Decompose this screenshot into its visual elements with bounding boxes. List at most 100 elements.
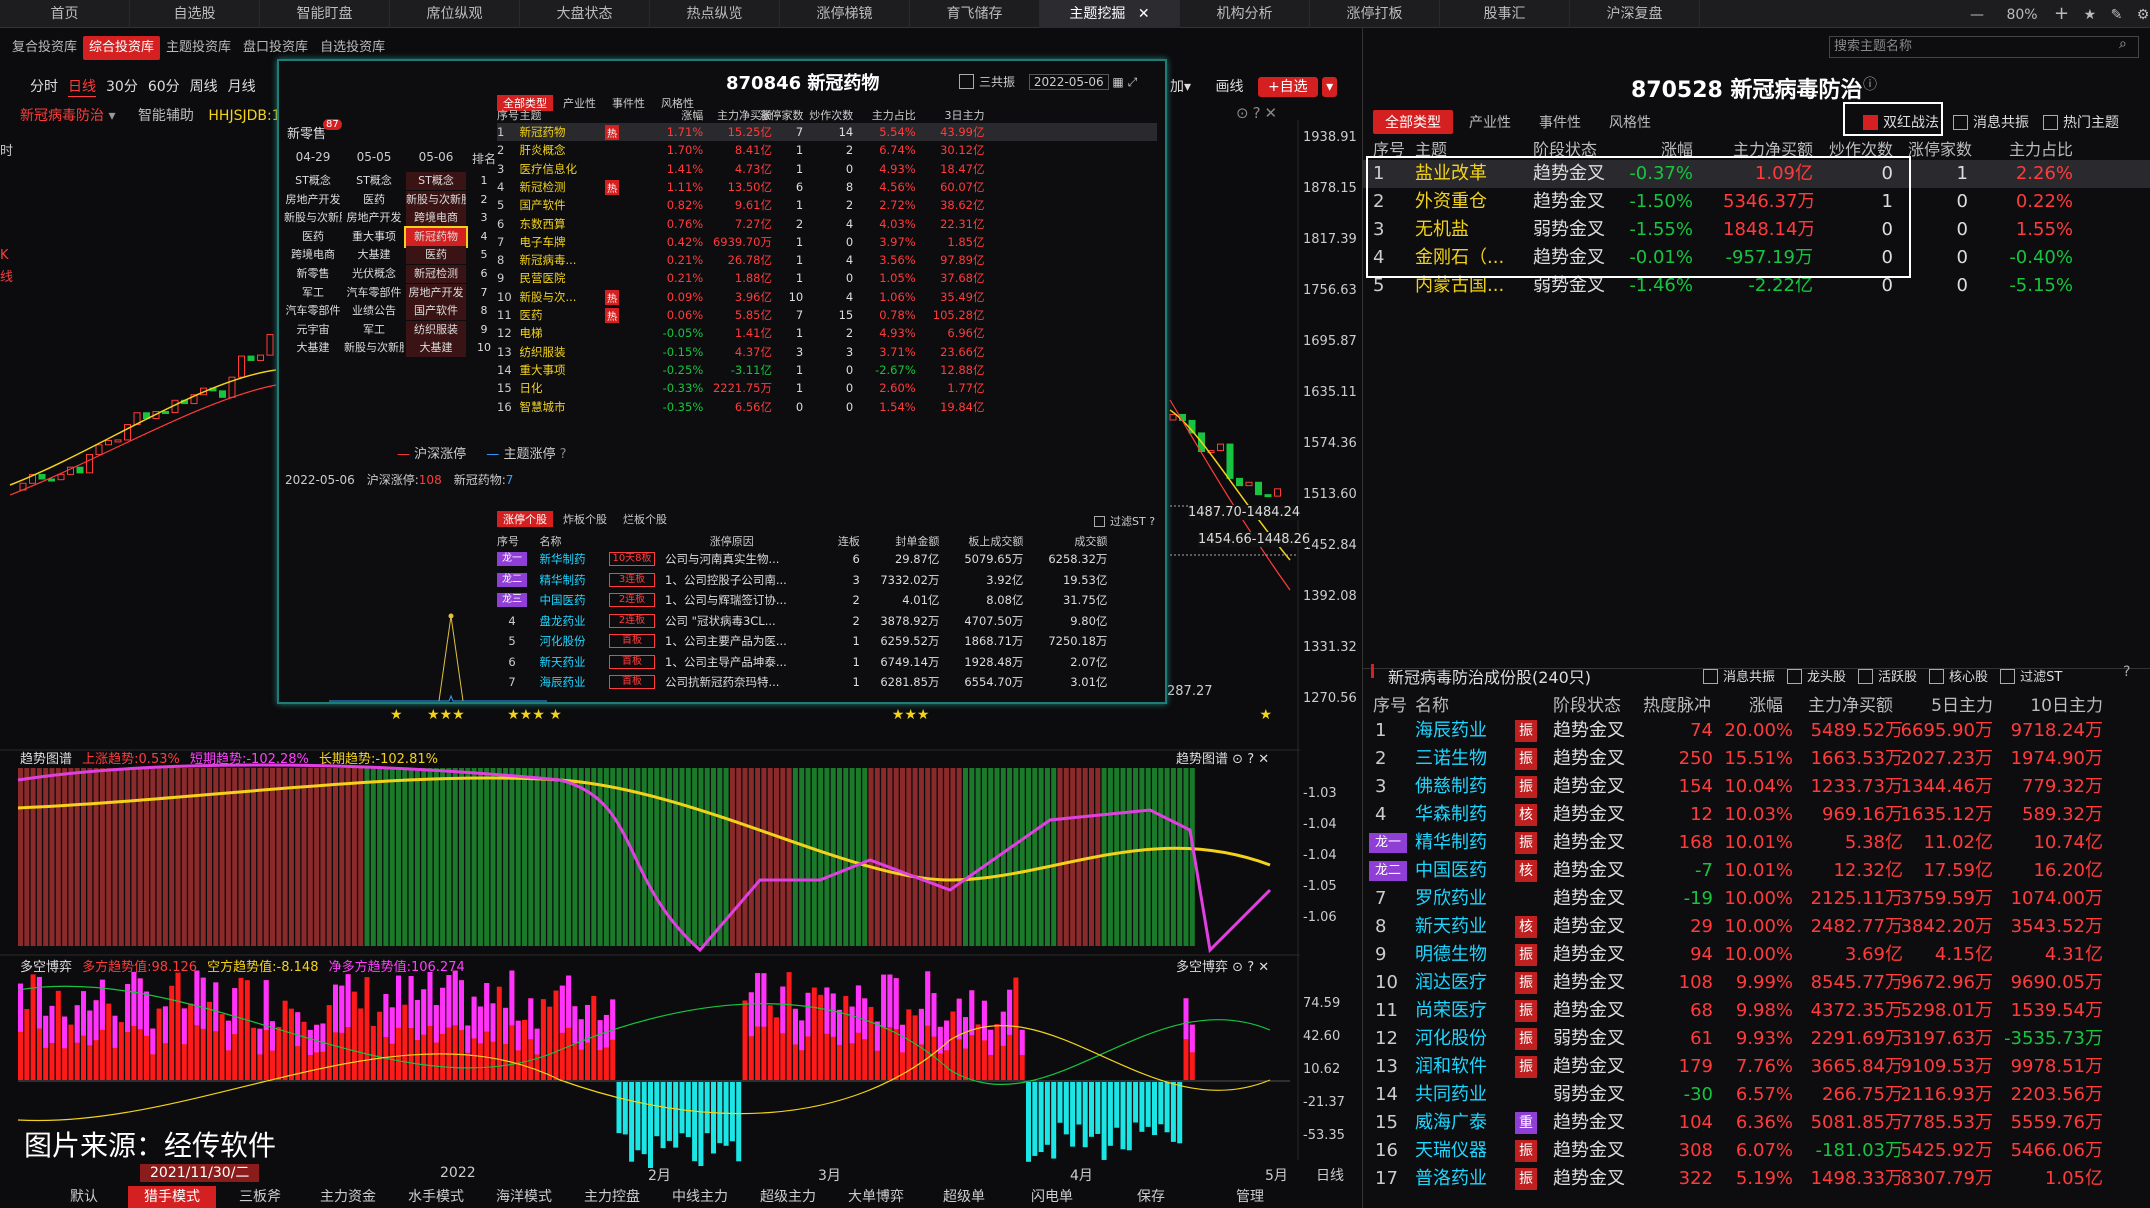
close-icon[interactable]: ✕ [1258,960,1270,975]
add-watchlist-button[interactable]: +自选 [1257,77,1318,97]
cons-row[interactable]: 13 润和软件 振趋势金叉 179 7.76% 3665.84万 9109.53万 9978.… [1363,1053,2150,1081]
info-icon[interactable]: ⓘ [1863,77,1877,93]
help-icon[interactable]: ? [1252,104,1261,122]
plus-icon[interactable]: + [2054,3,2070,24]
caret-down-icon[interactable]: ▾ [108,108,116,124]
popup-theme-row[interactable]: 2 肝炎概念 1.70% 8.41亿 1 2 6.74% 30.12亿 [497,141,1157,159]
pen-icon[interactable]: ✎ [2110,7,2123,23]
stock-row[interactable]: 龙一 新华制药 10天8板 公司与河南真实生物... 6 29.87亿 5079.65万 62… [497,549,1167,569]
cons-check-box[interactable] [1787,669,1803,684]
right-check-box[interactable] [1863,114,1878,130]
rank-cell[interactable]: 医药 [406,246,466,265]
close-icon[interactable]: ✕ [1264,104,1278,122]
popup-tab[interactable]: 风格性 [661,97,694,110]
cons-row[interactable]: 12 河化股份 振弱势金叉 61 9.93% 2291.69万 3197.63万 -3535.… [1363,1025,2150,1053]
popup-theme-row[interactable]: 5 国产软件 0.82% 9.61亿 1 2 2.72% 38.62亿 [497,196,1157,214]
star-icon[interactable]: ★ [2083,7,2097,23]
right-theme-row[interactable]: 3 无机盐 弱势金叉 -1.55% 1848.14万 0 0 1.55% [1363,216,2150,244]
sub-tab[interactable]: 盘口投资库 [243,40,309,55]
minimize-icon[interactable]: — [1970,7,1984,23]
cons-check-box[interactable] [1858,669,1874,684]
stock-row[interactable]: 龙三 中国医药 2连板 1、公司与辉瑞签订协... 2 4.01亿 8.08亿 31.75亿 [497,590,1167,610]
cons-row[interactable]: 9 明德生物 振趋势金叉 94 10.00% 3.69亿 4.15亿 4.31亿 [1363,941,2150,969]
right-tab[interactable]: 产业性 [1469,115,1511,131]
cons-row[interactable]: 1 海辰药业 振趋势金叉 74 20.00% 5489.52万 6695.90万 9718.2… [1363,717,2150,745]
rank-cell[interactable]: 跨境电商 [291,248,335,262]
cons-row[interactable]: 11 尚荣医疗 振趋势金叉 68 9.98% 4372.35万 5298.01万 1539.5… [1363,997,2150,1025]
rank-cell[interactable]: 光伏概念 [352,267,396,280]
popup-theme-row[interactable]: 1 新冠药物 1.71% 15.25亿 7 14 5.54% 43.99亿 热 [497,123,1157,141]
cons-row[interactable]: 8 新天药业 核趋势金叉 29 10.00% 2482.77万 3842.20万 3543.5… [1363,913,2150,941]
sub-tab[interactable]: 复合投资库 [12,40,78,55]
calendar-icon[interactable]: ▦ [1112,75,1124,89]
popup-theme-row[interactable]: 3 医疗信息化 1.41% 4.73亿 1 0 4.93% 18.47亿 [497,160,1157,178]
top-tab[interactable]: 席位纵观 [390,0,520,28]
period-tab[interactable]: 月线 [227,79,256,95]
theme-search-input[interactable]: 搜索主题名称 [1829,36,2139,58]
rank-cell[interactable]: 房地产开发 [285,192,341,206]
resonance-checkbox[interactable] [959,74,974,89]
bottom-tab[interactable]: 三板斧 [239,1189,281,1205]
cons-row[interactable]: 17 普洛药业 振趋势金叉 322 5.19% 1498.33万 8307.79万 1.05亿 [1363,1165,2150,1193]
right-check-box[interactable] [2043,114,2058,130]
right-theme-row[interactable]: 5 内蒙古国... 弱势金叉 -1.46% -2.22亿 0 0 -5.15% [1363,272,2150,300]
bottom-tab[interactable]: 主力资金 [320,1189,376,1205]
right-theme-row[interactable]: 2 外资重仓 趋势金叉 -1.50% 5346.37万 1 0 0.22% [1363,188,2150,216]
rank-cell[interactable]: 军工 [302,285,324,299]
help-icon[interactable]: ? [2123,664,2131,680]
rank-cell[interactable]: 新股与次新股 [284,211,342,225]
period-tab[interactable]: 30分 [106,79,138,95]
rank-cell[interactable]: 大基建 [357,248,391,262]
bottom-tab[interactable]: 猎手模式 [128,1186,216,1208]
right-tab[interactable]: 事件性 [1539,115,1581,131]
popup-theme-row[interactable]: 8 新冠病毒... 0.21% 26.78亿 1 4 3.56% 97.89亿 [497,251,1157,269]
top-tab[interactable]: 首页 [0,0,130,28]
rank-cell[interactable]: ST概念 [406,172,466,190]
bottom-tab[interactable]: 超级单 [943,1189,985,1205]
help-icon[interactable]: ? [1247,960,1255,975]
expand-icon[interactable]: ⤢ [1127,75,1138,89]
popup-tab[interactable]: 产业性 [563,97,596,110]
search-icon[interactable]: ⌕ [2119,36,2127,52]
rank-cell[interactable]: ST概念 [356,174,392,187]
stock-row[interactable]: 5 河化股份 首板 1、公司主要产品为医... 1 6259.52万 1868.71万 725… [497,631,1167,651]
filter-st[interactable]: 过滤ST ? [1094,513,1155,529]
stock-row[interactable]: 龙二 精华制药 3连板 1、公司控股子公司南... 3 7332.02万 3.92亿 19.5… [497,570,1167,590]
rank-cell[interactable]: 重大事项 [352,229,396,243]
bottom-tab[interactable]: 超级主力 [760,1189,816,1205]
time-axis-period[interactable]: 日线 [1316,1168,1344,1184]
rank-cell[interactable]: 新股与次新股 [344,341,404,355]
cons-row[interactable]: 10 润达医疗 振趋势金叉 108 9.99% 8545.77万 9672.96万 9690.… [1363,969,2150,997]
rank-cell[interactable]: 跨境电商 [406,209,466,228]
top-tab[interactable]: 智能盯盘 [260,0,390,28]
smart-assist-label[interactable]: 智能辅助 [137,108,194,124]
cons-check-box[interactable] [1929,669,1945,684]
stock-tab[interactable]: 炸板个股 [563,513,607,526]
rank-cell[interactable]: 大基建 [296,341,330,355]
settings-icon[interactable]: ⚙ [2136,7,2150,23]
rank-cell[interactable]: 医药 [363,192,385,206]
top-tab[interactable]: 育飞储存 [910,0,1040,28]
right-tab[interactable]: 风格性 [1609,115,1651,131]
popup-theme-row[interactable]: 12 电梯 -0.05% 1.41亿 1 2 4.93% 6.96亿 [497,324,1157,342]
popup-theme-row[interactable]: 13 纺织服装 -0.15% 4.37亿 3 3 3.71% 23.66亿 [497,343,1157,361]
right-tab[interactable]: 全部类型 [1373,110,1453,134]
cons-check-box[interactable] [2000,669,2016,684]
sub-tab[interactable]: 主题投资库 [166,40,232,55]
cons-row[interactable]: 龙二 中国医药 核趋势金叉 -7 10.01% 12.32亿 17.59亿 16.20亿 [1363,857,2150,885]
rank-cell[interactable]: 新冠检测 [406,265,466,283]
rank-cell[interactable]: 军工 [363,322,385,336]
sub-tab[interactable]: 自选投资库 [320,40,386,55]
bottom-tab[interactable]: 中线主力 [672,1189,728,1205]
cons-row[interactable]: 4 华森制药 核趋势金叉 12 10.03% 969.16万 1635.12万 589.32万 [1363,801,2150,829]
stock-tab[interactable]: 烂板个股 [623,513,667,526]
popup-theme-row[interactable]: 7 电子车牌 0.42% 6939.70万 1 0 3.97% 1.85亿 [497,233,1157,251]
popup-theme-row[interactable]: 4 新冠检测 1.11% 13.50亿 6 8 4.56% 60.07亿 热 [497,178,1157,196]
rank-cell[interactable]: ST概念 [295,174,331,187]
rank-cell[interactable]: 新股与次新股 [406,190,466,209]
help-icon[interactable]: ? [1247,752,1255,767]
period-tab[interactable]: 周线 [189,79,218,95]
rank-cell[interactable]: 业绩公告 [352,304,396,318]
rank-cell[interactable]: 汽车零部件 [346,285,402,299]
rank-cell[interactable]: 汽车零部件 [285,304,341,318]
